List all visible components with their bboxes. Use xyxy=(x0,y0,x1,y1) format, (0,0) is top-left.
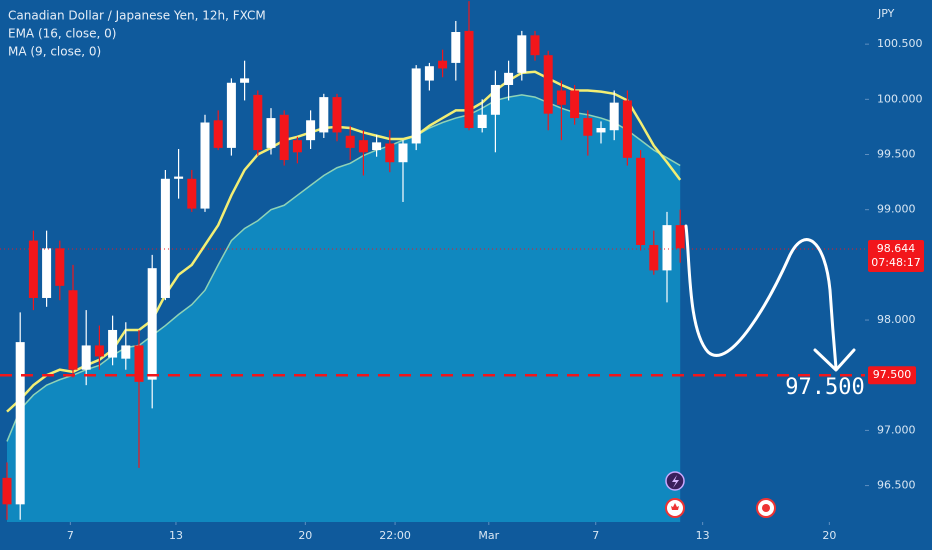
candle-body xyxy=(292,140,302,153)
candle-body xyxy=(345,135,355,148)
candle-body xyxy=(94,345,104,357)
candle-body xyxy=(2,477,12,505)
candle-body xyxy=(372,142,382,151)
candle-body xyxy=(187,178,197,209)
candle-body xyxy=(358,140,368,153)
candle-body xyxy=(213,120,223,148)
candle-body xyxy=(332,97,342,133)
candle-body xyxy=(55,248,65,286)
lightning-icon xyxy=(672,475,679,488)
candle-body xyxy=(279,114,289,161)
ema-line xyxy=(6,70,682,413)
candle-body xyxy=(385,143,395,163)
y-tick-label: 100.500 xyxy=(877,37,923,50)
x-tick-label: 20 xyxy=(822,529,836,542)
annotation-text: 97.500 xyxy=(785,375,864,400)
candle-body xyxy=(253,94,263,151)
x-tick-label: 13 xyxy=(696,529,710,542)
ma-line xyxy=(6,94,681,442)
maple-leaf xyxy=(671,503,679,510)
current-price-box xyxy=(868,239,924,272)
candle-body xyxy=(306,120,316,141)
candle-body xyxy=(556,90,566,105)
flag-dot xyxy=(762,504,770,512)
x-tick-label: Mar xyxy=(478,529,499,542)
candle-body xyxy=(398,143,408,163)
indicator-label: EMA (16, close, 0) xyxy=(8,27,116,41)
indicator-label: MA (9, close, 0) xyxy=(8,45,101,59)
candle-body xyxy=(28,240,38,298)
countdown-label: 07:48:17 xyxy=(871,256,920,269)
candle-body xyxy=(200,122,210,209)
candle-body xyxy=(490,84,500,115)
y-tick-label: 100.000 xyxy=(877,92,923,105)
candle-body xyxy=(438,60,448,69)
candle-body xyxy=(108,329,118,358)
y-tick-label: 99.000 xyxy=(877,203,916,216)
target-price-box xyxy=(868,366,916,385)
candle-body xyxy=(675,225,685,249)
candle-body xyxy=(609,102,619,131)
candle-body xyxy=(451,32,461,63)
candle-body xyxy=(147,268,157,380)
candle-body xyxy=(543,55,553,114)
x-tick-label: 7 xyxy=(67,529,74,542)
candle-body xyxy=(583,118,593,136)
candle-body xyxy=(622,100,632,158)
y-tick-label: 97.000 xyxy=(877,423,916,436)
candle-body xyxy=(240,78,250,83)
candle-body xyxy=(596,128,606,133)
current-price-label: 98.644 xyxy=(877,242,916,255)
candle-body xyxy=(411,68,421,144)
candle-body xyxy=(42,248,52,298)
y-tick-label: 96.500 xyxy=(877,479,916,492)
ma-area xyxy=(6,94,681,522)
candle-body xyxy=(530,35,540,56)
candle-body xyxy=(649,244,659,271)
candle-body xyxy=(477,114,487,129)
x-tick-label: 13 xyxy=(169,529,183,542)
candle-body xyxy=(636,157,646,245)
x-tick-label: 22:00 xyxy=(379,529,411,542)
y-tick-label: 99.500 xyxy=(877,148,916,161)
y-tick-label: 98.000 xyxy=(877,313,916,326)
candle-body xyxy=(160,178,170,298)
candle-body xyxy=(68,290,78,370)
candle-body xyxy=(424,66,434,81)
candle-body xyxy=(81,345,91,370)
candle-body xyxy=(266,118,276,148)
candle-body xyxy=(134,345,144,382)
candle-body xyxy=(319,97,329,133)
candle-body xyxy=(662,225,672,271)
candle-body xyxy=(570,90,580,119)
x-tick-label: 20 xyxy=(298,529,312,542)
candle-body xyxy=(15,342,25,505)
candle-body xyxy=(121,345,131,359)
candle-body xyxy=(517,35,527,73)
candle-body xyxy=(226,82,236,148)
forecast-arrow xyxy=(684,224,838,370)
x-tick-label: 7 xyxy=(592,529,599,542)
arrow-head xyxy=(813,348,856,372)
currency-label: JPY xyxy=(877,7,895,20)
candle-body xyxy=(464,30,474,129)
candle-body xyxy=(174,176,184,179)
chart-title: Canadian Dollar / Japanese Yen, 12h, FXC… xyxy=(8,9,266,23)
candle-body xyxy=(504,72,514,85)
plot-area xyxy=(0,1,869,525)
target-price-label: 97.500 xyxy=(873,368,912,381)
